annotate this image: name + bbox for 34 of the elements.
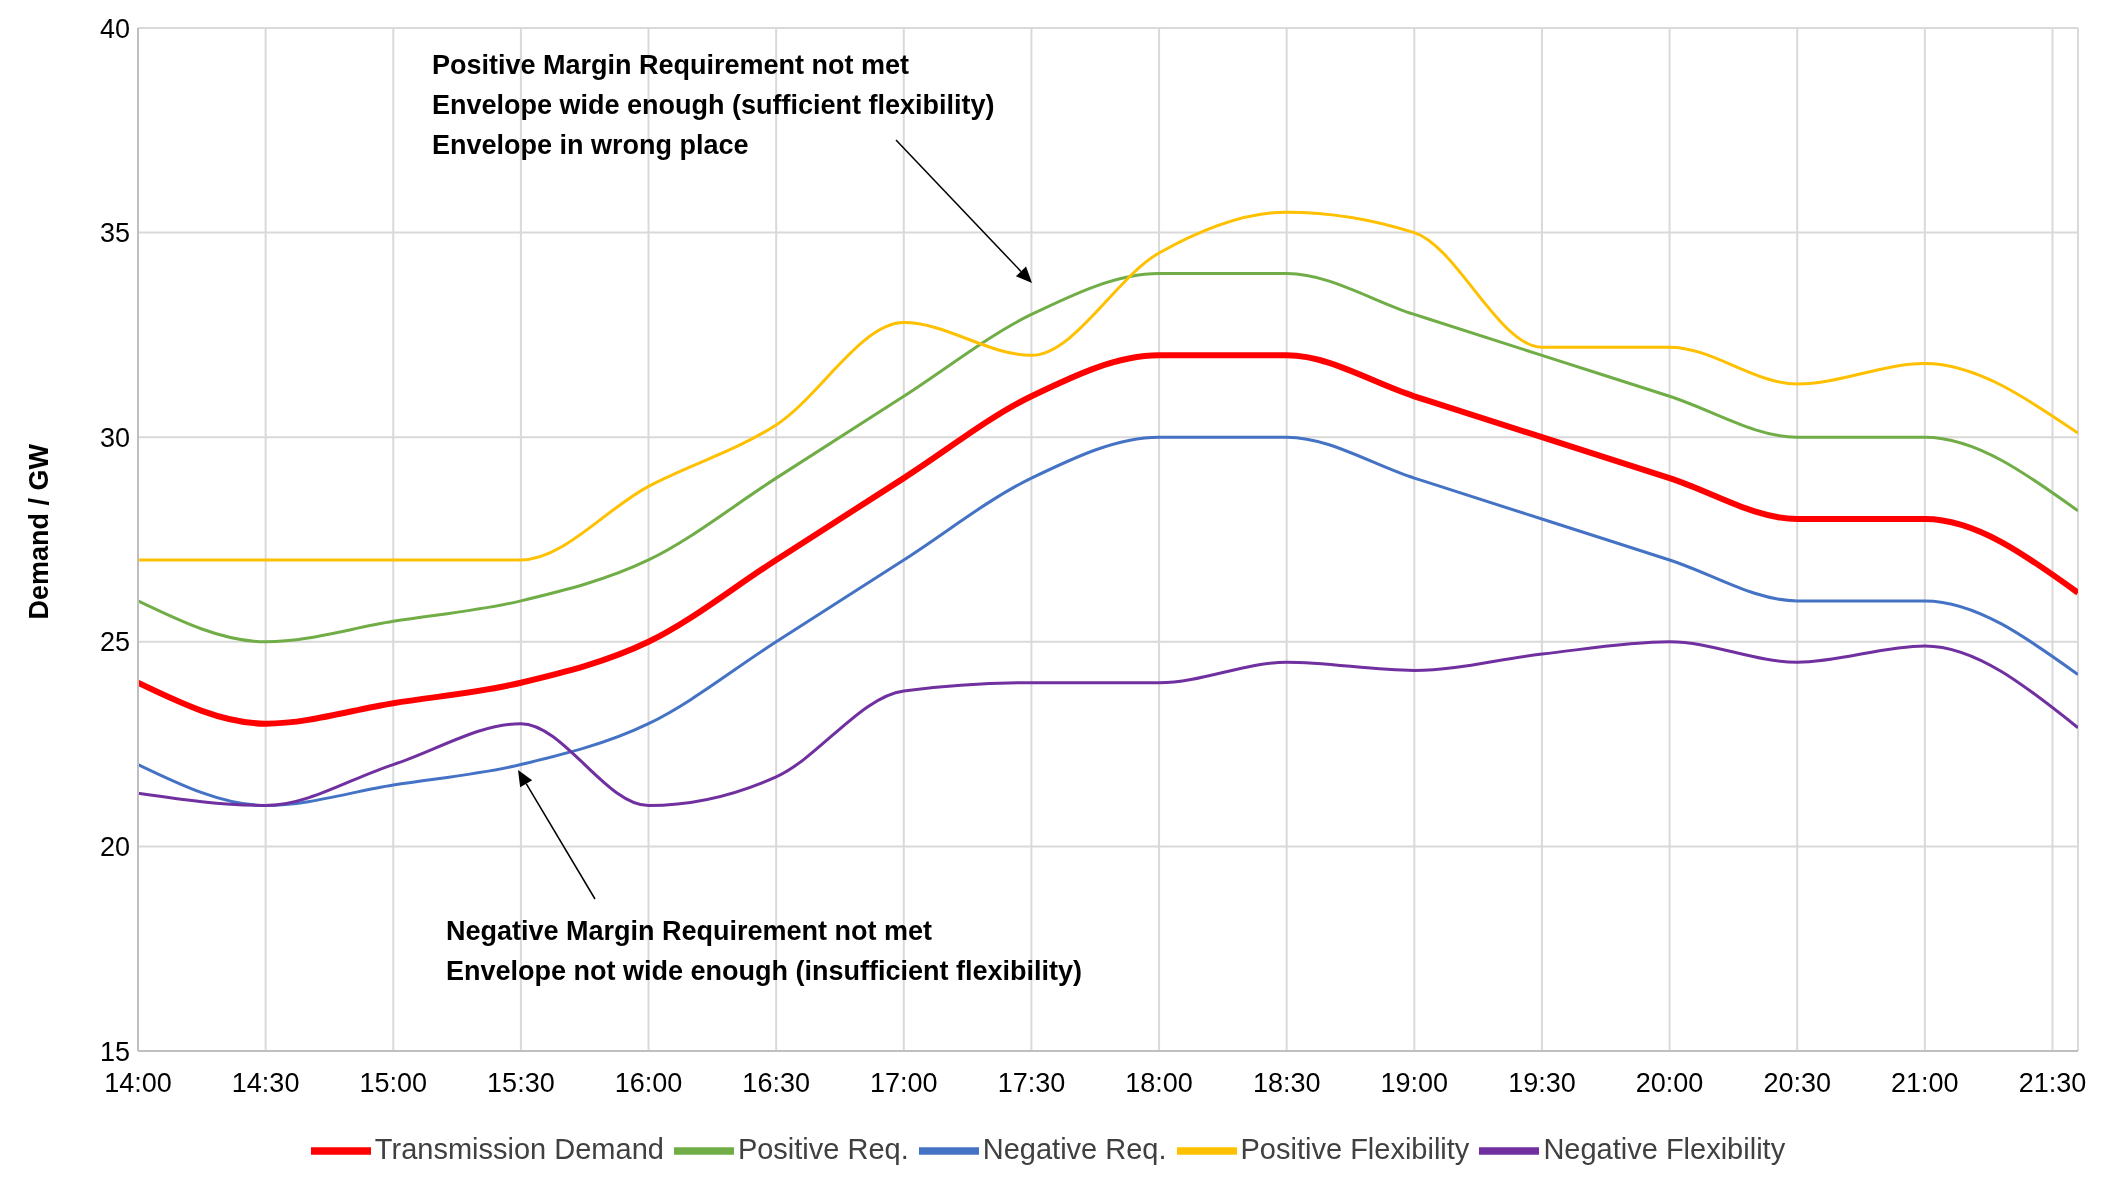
legend-label: Negative Req. (982, 1132, 1167, 1165)
y-tick-label: 15 (99, 1036, 130, 1067)
y-tick-label: 30 (99, 422, 130, 453)
x-tick-label: 21:30 (2018, 1068, 2087, 1099)
x-tick-label: 16:30 (742, 1068, 810, 1099)
legend-label: Positive Flexibility (1240, 1132, 1470, 1165)
x-tick-label: 20:30 (1763, 1068, 1831, 1099)
annotation: Negative Margin Requirement not met Envelope not wide enough (insufficient flexibility) (446, 916, 1083, 986)
line-series (138, 640, 2078, 807)
x-tick-label: 15:30 (487, 1068, 555, 1099)
x-tick-label: 18:30 (1252, 1068, 1321, 1099)
x-tick-label: 18:00 (1125, 1068, 1193, 1099)
x-tick-label: 16:00 (614, 1068, 683, 1099)
legend-label: Positive Req. (737, 1132, 909, 1165)
line-series (138, 435, 2078, 807)
x-tick-label: 17:00 (870, 1068, 938, 1099)
y-axis-title: Demand / GW (23, 443, 54, 620)
x-tick-label: 14:00 (104, 1068, 172, 1099)
legend-label: Negative Flexibility (1543, 1132, 1786, 1165)
y-tick-label: 20 (99, 831, 130, 862)
annotation: Positive Margin Requirement not met Envelope wide enough (sufficient flexibility) Envelope in wrong place (432, 50, 995, 160)
legend-label: Transmission Demand (374, 1132, 664, 1165)
x-tick-label: 17:30 (997, 1068, 1066, 1099)
line-series (138, 272, 2078, 644)
x-tick-label: 14:30 (231, 1068, 300, 1099)
x-tick-label: 19:30 (1508, 1068, 1576, 1099)
y-tick-label: 25 (99, 627, 130, 658)
y-tick-label: 40 (99, 13, 130, 44)
x-tick-label: 15:00 (359, 1068, 428, 1099)
y-tick-label: 35 (99, 218, 130, 249)
x-tick-label: 20:00 (1635, 1068, 1704, 1099)
x-tick-label: 19:00 (1380, 1068, 1449, 1099)
line-series (138, 210, 2078, 562)
x-tick-label: 21:00 (1891, 1068, 1959, 1099)
